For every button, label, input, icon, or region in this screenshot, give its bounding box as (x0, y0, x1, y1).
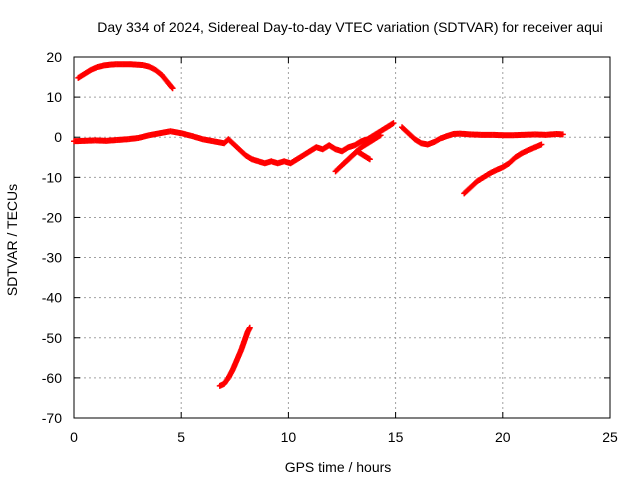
chart-title: Day 334 of 2024, Sidereal Day-to-day VTE… (97, 19, 603, 35)
series-arc-1 (75, 61, 176, 92)
y-axis-label: SDTVAR / TECUs (4, 184, 20, 296)
plot-frame (73, 56, 611, 419)
series-trace (400, 125, 565, 148)
y-tick-label: -60 (42, 370, 62, 386)
y-tick-label: 0 (54, 129, 62, 145)
series-arc-4 (399, 124, 566, 148)
x-axis-label: GPS time / hours (285, 459, 392, 475)
series-trace (342, 148, 372, 166)
series-arc-7 (341, 148, 373, 167)
series-arc-2 (71, 120, 397, 167)
series-arc-3 (216, 324, 253, 389)
series-trace (217, 325, 253, 389)
x-tick-label: 0 (70, 429, 78, 445)
x-tick-label: 5 (177, 429, 185, 445)
y-tick-label: -30 (42, 250, 62, 266)
x-tick-label: 15 (388, 429, 404, 445)
y-tick-label: -70 (42, 410, 62, 426)
ticks: 0 5 10 15 20 25 20 10 0 -10 -20 -30 -40 -50 -60 -70 (42, 49, 618, 445)
y-tick-label: 20 (46, 49, 62, 65)
y-tick-label: -20 (42, 209, 62, 225)
series-arc-5 (461, 141, 545, 197)
series-trace (462, 142, 544, 196)
y-tick-label: -50 (42, 330, 62, 346)
y-tick-label: -10 (42, 169, 62, 185)
series-group (71, 61, 566, 389)
series-trace (76, 61, 175, 91)
y-tick-label: 10 (46, 89, 62, 105)
x-tick-label: 10 (281, 429, 297, 445)
x-tick-label: 20 (495, 429, 511, 445)
series-trace (72, 120, 396, 166)
x-tick-label: 25 (602, 429, 618, 445)
y-tick-label: -40 (42, 290, 62, 306)
